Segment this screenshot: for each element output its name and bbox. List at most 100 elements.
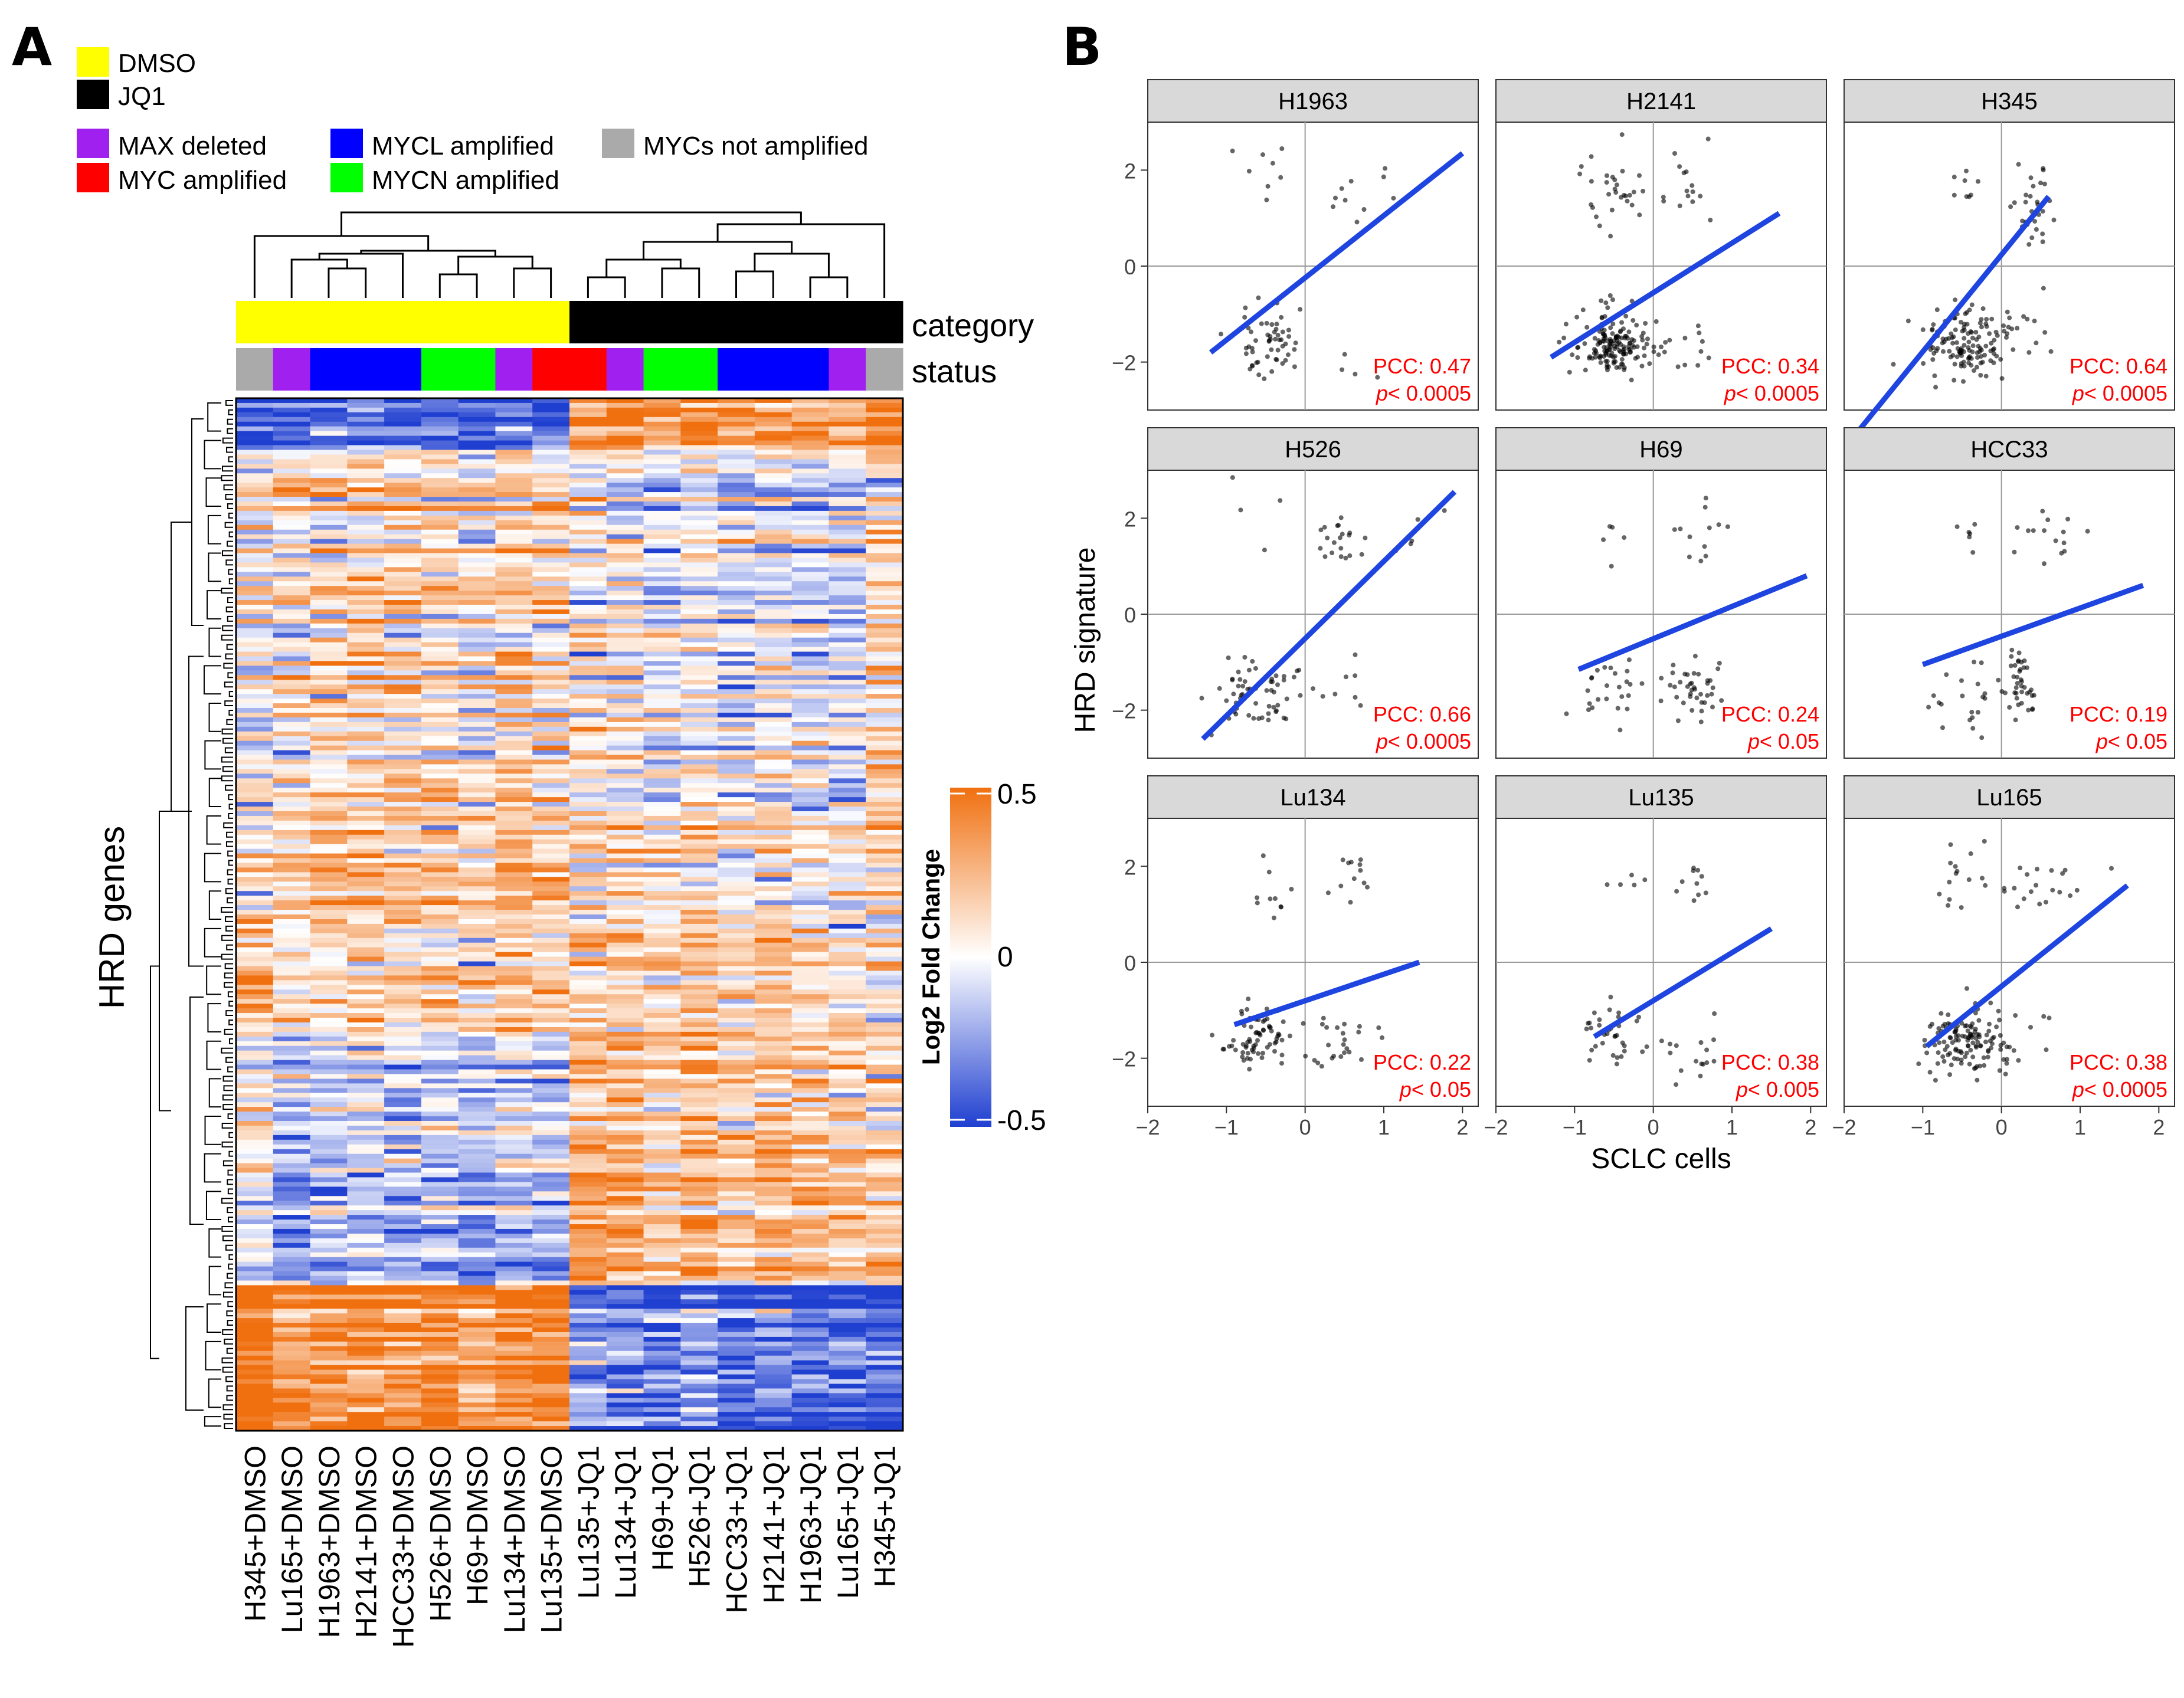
heatmap-cell <box>273 740 311 746</box>
heatmap-cell <box>273 680 311 685</box>
heatmap-cell <box>569 731 607 737</box>
heatmap-cell <box>347 656 385 662</box>
scatter-point <box>1599 315 1605 320</box>
heatmap-cell <box>569 1332 607 1338</box>
heatmap-cell <box>495 1388 533 1394</box>
heatmap-cell <box>273 1088 311 1093</box>
heatmap-cell <box>273 1365 311 1371</box>
heatmap-cell <box>384 1083 422 1089</box>
heatmap-cell <box>866 1205 903 1211</box>
row-dendro-link <box>223 822 233 828</box>
heatmap-cell <box>310 558 348 563</box>
heatmap-cell <box>680 1055 718 1061</box>
heatmap-cell <box>866 543 903 549</box>
column-label: Lu165+DMSO <box>276 1445 309 1633</box>
heatmap-cell <box>606 572 644 577</box>
heatmap-cell <box>236 407 274 413</box>
heatmap-cell <box>236 717 274 723</box>
row-dendro-link <box>159 811 171 1112</box>
scatter-point <box>1951 378 1957 383</box>
scatter-point <box>1620 348 1626 353</box>
heatmap-cell <box>384 1393 422 1398</box>
heatmap-cell <box>569 680 607 685</box>
dendro-link <box>457 255 533 274</box>
heatmap-cell <box>236 572 274 577</box>
heatmap-cell <box>532 539 570 545</box>
heatmap-cell <box>680 1045 718 1051</box>
scatter-point <box>1619 694 1625 699</box>
heatmap-cell <box>236 421 274 427</box>
heatmap-cell <box>754 1018 793 1023</box>
heatmap-cell <box>569 966 607 972</box>
heatmap-cell <box>718 605 755 610</box>
heatmap-cell <box>384 553 422 559</box>
heatmap-cell <box>829 867 866 873</box>
heatmap-cell <box>458 703 496 709</box>
scatter-point <box>1593 355 1598 360</box>
heatmap-cell <box>532 1097 570 1103</box>
scatter-point <box>1691 671 1697 676</box>
heatmap-cell <box>458 881 496 887</box>
heatmap-cell <box>310 548 348 554</box>
heatmap-cell <box>866 1243 903 1248</box>
scatter-point <box>1251 716 1256 721</box>
scatter-point <box>2021 314 2026 319</box>
heatmap-cell <box>458 600 496 605</box>
heatmap-cell <box>347 1412 385 1417</box>
heatmap-cell <box>273 999 311 1004</box>
heatmap-cell <box>458 1294 496 1300</box>
heatmap-cell <box>347 548 385 554</box>
heatmap-cell <box>421 815 459 821</box>
heatmap-cell <box>384 699 422 704</box>
heatmap-cell <box>421 1384 459 1389</box>
heatmap-cell <box>606 1008 644 1014</box>
heatmap-cell <box>606 1276 644 1281</box>
heatmap-cell <box>718 764 755 769</box>
heatmap-cell <box>310 637 348 643</box>
heatmap-cell <box>643 675 681 680</box>
heatmap-cell <box>643 910 681 915</box>
heatmap-cell <box>532 1228 570 1234</box>
heatmap-cell <box>569 632 607 638</box>
scatter-point <box>1628 350 1633 355</box>
heatmap-cell <box>791 478 830 483</box>
heatmap-cell <box>421 764 459 769</box>
heatmap-cell <box>866 618 903 624</box>
heatmap-cell <box>236 1172 274 1178</box>
row-dendro-link <box>221 935 233 941</box>
heatmap-cell <box>606 928 644 934</box>
heatmap-cell <box>273 431 311 437</box>
heatmap-cell <box>791 778 830 784</box>
heatmap-cell <box>384 891 422 896</box>
heatmap-cell <box>754 928 793 934</box>
heatmap-cell <box>236 703 274 709</box>
heatmap-cell <box>495 543 533 549</box>
heatmap-cell <box>384 1036 422 1042</box>
heatmap-cell <box>791 412 830 418</box>
heatmap-cell <box>680 1107 718 1112</box>
heatmap-cell <box>866 1144 903 1150</box>
heatmap-cell <box>866 1426 903 1431</box>
heatmap-cell <box>347 783 385 788</box>
heatmap-cell <box>421 745 459 751</box>
heatmap-cell <box>347 1191 385 1197</box>
row-dendro-link <box>221 588 233 594</box>
heatmap-cell <box>347 647 385 653</box>
heatmap-cell <box>421 952 459 958</box>
heatmap-cell <box>458 1182 496 1187</box>
heatmap-cell <box>754 402 793 408</box>
heatmap-cell <box>569 525 607 530</box>
scatter-point <box>2042 181 2047 186</box>
heatmap-cell <box>384 1257 422 1263</box>
heatmap-cell <box>718 1285 755 1290</box>
heatmap-cell <box>606 740 644 746</box>
column-label: Lu135+JQ1 <box>572 1445 605 1599</box>
dendro-link <box>587 276 626 298</box>
heatmap-cell <box>458 877 496 882</box>
heatmap-cell <box>347 1299 385 1304</box>
heatmap-cell <box>606 586 644 591</box>
heatmap-cell <box>754 1112 793 1117</box>
heatmap-cell <box>718 684 755 690</box>
heatmap-cell <box>829 975 866 981</box>
